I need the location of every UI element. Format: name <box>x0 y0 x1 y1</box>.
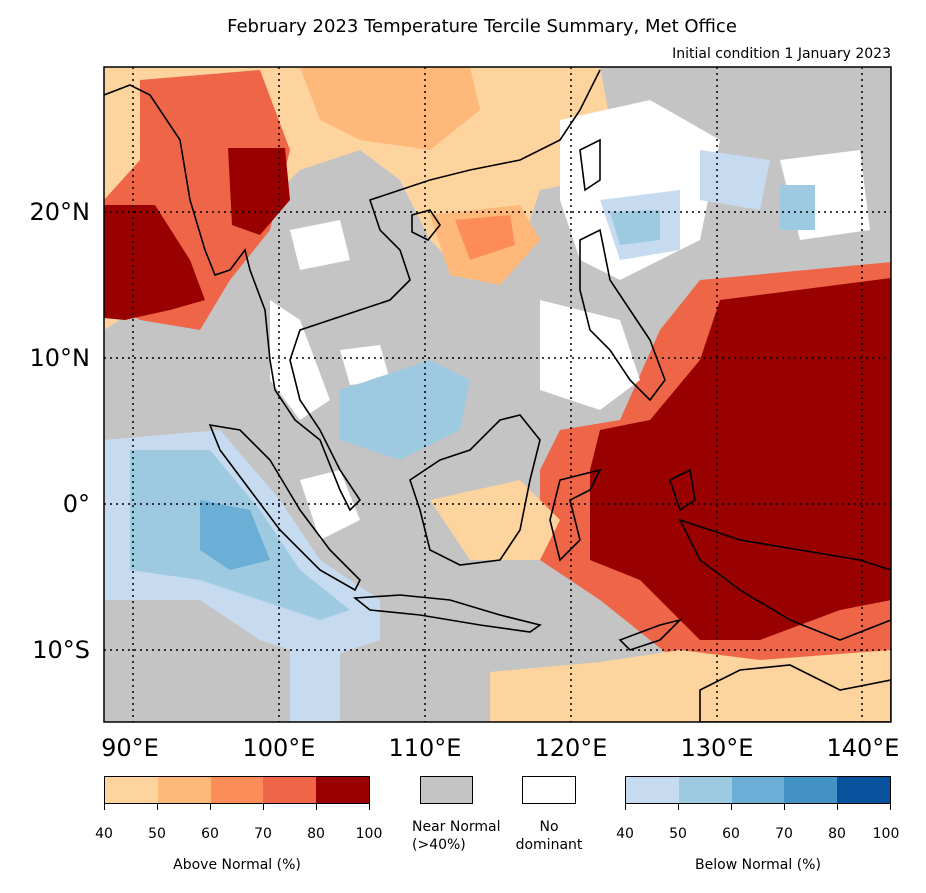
coast-timor <box>618 618 683 651</box>
above-normal-java-patch <box>430 480 560 560</box>
below-tick-60: 60 <box>722 826 740 842</box>
coast-java <box>352 594 542 633</box>
above-normal-south-band <box>490 650 891 722</box>
no-dominant-luzon-sea <box>540 300 640 410</box>
below-tick-50: 50 <box>669 826 687 842</box>
map-title: February 2023 Temperature Tercile Summar… <box>227 16 737 37</box>
below-normal-east-patch <box>700 150 770 210</box>
above-normal-scs-patch-60 <box>455 215 515 260</box>
below-tick-40: 40 <box>616 826 634 842</box>
above-tick-60: 60 <box>201 826 219 842</box>
above-tick-100: 100 <box>355 826 383 842</box>
lat-label-0: 0° <box>62 490 90 518</box>
lat-label-10s: 10°S <box>32 636 90 664</box>
above-tick-70: 70 <box>254 826 272 842</box>
gridlines <box>104 67 891 722</box>
map-subtitle: Initial condition 1 January 2023 <box>672 46 891 62</box>
below-normal-ph-sea-50 <box>610 210 660 245</box>
no-dominant-indochina <box>290 220 350 270</box>
lon-label-110e: 110°E <box>388 734 462 762</box>
lon-label-90e: 90°E <box>101 734 159 762</box>
no-dominant-swatch <box>522 776 576 804</box>
coast-sulawesi <box>549 468 602 562</box>
above-normal-regions <box>104 67 891 722</box>
below-tick-80: 80 <box>828 826 846 842</box>
above-normal-myanmar-80 <box>228 148 290 235</box>
below-normal-colorbar <box>625 776 891 804</box>
coast-taiwan <box>579 138 601 192</box>
above-normal-colorbar <box>104 776 370 804</box>
below-normal-regions <box>104 150 815 722</box>
below-normal-east-patch-50 <box>780 185 815 230</box>
no-dominant-gulf <box>270 300 330 420</box>
no-dominant-vietnam <box>340 345 390 385</box>
no-dominant-label: No dominant <box>515 819 583 853</box>
below-normal-indian-ocean-60 <box>200 500 270 570</box>
coast-philippines <box>579 228 666 402</box>
lon-label-140e: 140°E <box>826 734 900 762</box>
coast-halmahera <box>669 468 696 512</box>
above-tick-50: 50 <box>148 826 166 842</box>
near-normal-swatch <box>420 776 473 804</box>
coast-borneo <box>409 414 541 566</box>
lon-label-130e: 130°E <box>680 734 754 762</box>
below-tick-70: 70 <box>775 826 793 842</box>
below-tick-100: 100 <box>872 826 900 842</box>
below-normal-label: Below Normal (%) <box>695 857 821 873</box>
lon-label-120e: 120°E <box>534 734 608 762</box>
near-normal-label: Near Normal (>40%) <box>412 819 501 853</box>
coastlines <box>104 69 891 722</box>
below-normal-scs-south <box>340 360 470 460</box>
above-tick-40: 40 <box>95 826 113 842</box>
above-normal-bay-of-bengal-80 <box>104 205 205 320</box>
above-tick-80: 80 <box>307 826 325 842</box>
coast-australia <box>699 664 891 722</box>
coast-sumatra <box>208 423 361 592</box>
above-normal-label: Above Normal (%) <box>173 857 301 873</box>
no-dominant-borneo-w <box>300 470 360 540</box>
lat-label-10n: 10°N <box>29 344 91 372</box>
below-normal-java-south <box>290 620 340 722</box>
coast-new-guinea <box>678 518 891 641</box>
above-normal-pacific-80 <box>590 278 891 640</box>
map-frame <box>103 66 892 723</box>
lon-label-100e: 100°E <box>242 734 316 762</box>
above-normal-north-band-50 <box>300 67 480 150</box>
coast-hainan <box>411 209 441 242</box>
lat-label-20n: 20°N <box>29 198 91 226</box>
coast-mainland <box>104 69 601 512</box>
